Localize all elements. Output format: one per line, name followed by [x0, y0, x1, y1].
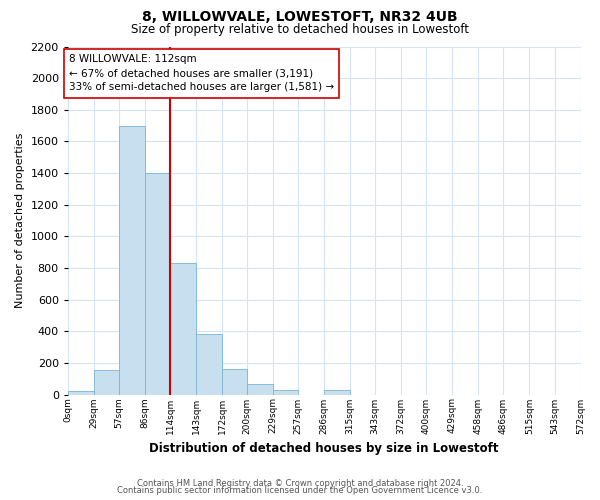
- Bar: [119, 126, 145, 394]
- Text: Contains public sector information licensed under the Open Government Licence v3: Contains public sector information licen…: [118, 486, 482, 495]
- Text: 8 WILLOWVALE: 112sqm
← 67% of detached houses are smaller (3,191)
33% of semi-de: 8 WILLOWVALE: 112sqm ← 67% of detached h…: [69, 54, 334, 92]
- Bar: [145, 173, 170, 394]
- Bar: [273, 390, 298, 394]
- Bar: [68, 392, 94, 394]
- Y-axis label: Number of detached properties: Number of detached properties: [15, 133, 25, 308]
- Text: Contains HM Land Registry data © Crown copyright and database right 2024.: Contains HM Land Registry data © Crown c…: [137, 478, 463, 488]
- Bar: [222, 369, 247, 394]
- Bar: [170, 263, 196, 394]
- Bar: [247, 384, 273, 394]
- X-axis label: Distribution of detached houses by size in Lowestoft: Distribution of detached houses by size …: [149, 442, 499, 455]
- Text: 8, WILLOWVALE, LOWESTOFT, NR32 4UB: 8, WILLOWVALE, LOWESTOFT, NR32 4UB: [142, 10, 458, 24]
- Bar: [324, 390, 350, 394]
- Bar: [196, 334, 222, 394]
- Text: Size of property relative to detached houses in Lowestoft: Size of property relative to detached ho…: [131, 22, 469, 36]
- Bar: [94, 370, 119, 394]
